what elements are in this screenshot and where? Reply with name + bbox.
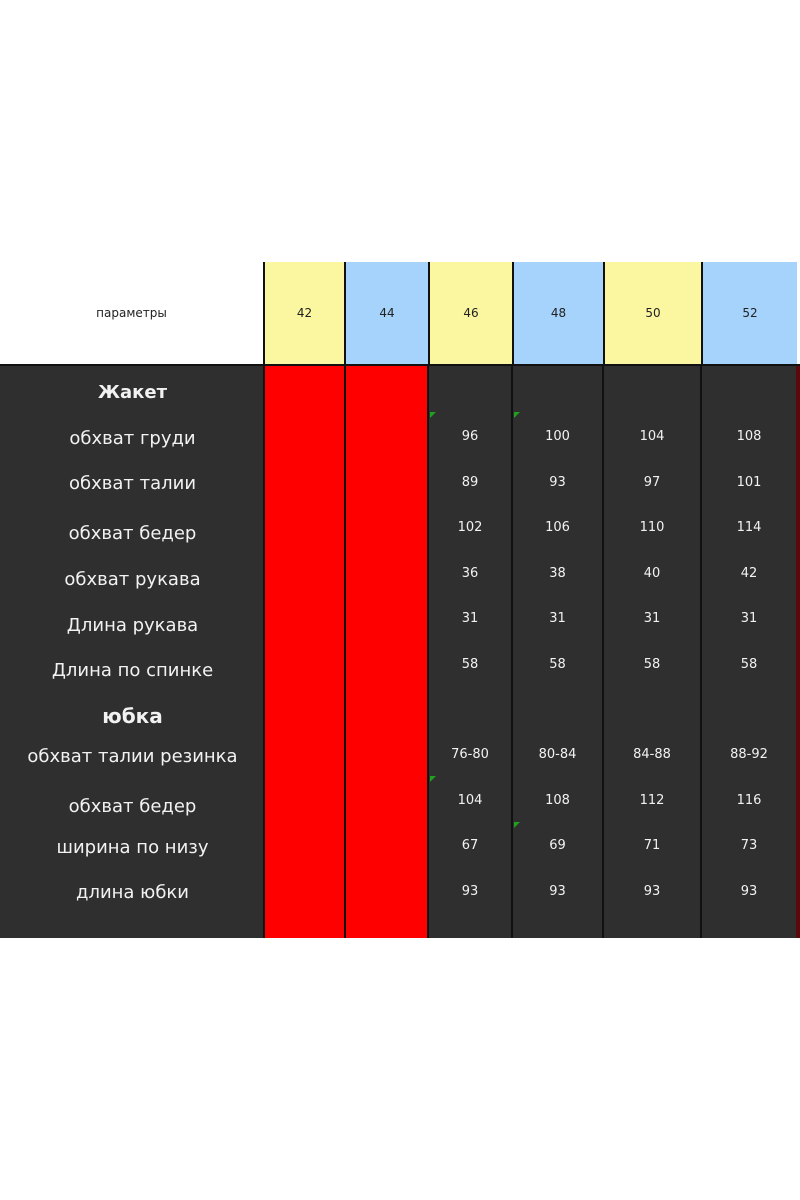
table-cell: 112 [639,793,665,808]
section-label-skirt: юбка [102,704,163,728]
table-cell: 42 [740,566,758,581]
comment-marker-icon [514,822,520,828]
table-cell: 69 [549,838,566,853]
row-label: обхват талии резинка [27,746,238,767]
table-cell: 76-80 [451,747,489,762]
size-42-unavailable-column [263,366,344,938]
table-cell: 96 [461,429,479,444]
header-size-52: 52 [701,262,797,364]
column-divider [511,366,513,938]
table-cell: 114 [736,520,762,535]
header-size-48: 48 [512,262,603,364]
table-cell: 88-92 [730,747,768,762]
size-44-unavailable-column [344,366,428,938]
size-chart-table: параметры 42 44 46 48 50 52 Жакет обхват… [0,262,800,938]
table-body: Жакет обхват груди обхват талии обхват б… [0,364,800,938]
table-cell: 100 [545,429,570,444]
table-cell: 104 [457,793,483,808]
row-label: обхват бедер [68,523,197,544]
table-cell: 38 [549,566,566,581]
table-cell: 93 [461,884,479,899]
row-label: обхват талии [68,473,197,494]
table-cell: 31 [461,611,479,626]
header-size-50: 50 [603,262,701,364]
table-cell: 58 [461,657,479,672]
table-cell: 93 [643,884,661,899]
row-label: Длина рукава [66,615,199,636]
header-size-42: 42 [263,262,344,364]
header-size-44: 44 [344,262,428,364]
comment-marker-icon [514,412,520,418]
comment-marker-icon [430,776,436,782]
table-cell: 40 [643,566,661,581]
table-cell: 106 [545,520,570,535]
table-cell: 89 [461,475,479,490]
header-size-46: 46 [428,262,512,364]
table-cell: 67 [461,838,479,853]
column-divider [700,366,702,938]
column-divider [602,366,604,938]
table-cell: 108 [545,793,570,808]
table-cell: 101 [736,475,762,490]
table-cell: 31 [643,611,661,626]
column-divider [427,366,429,938]
row-label: длина юбки [76,882,189,903]
comment-marker-icon [430,412,436,418]
row-label: ширина по низу [56,837,209,858]
row-label: Длина по спинке [51,660,214,681]
table-cell: 102 [457,520,483,535]
table-cell: 93 [740,884,758,899]
row-label: обхват груди [69,428,196,449]
table-cell: 73 [740,838,758,853]
table-cell: 71 [643,838,661,853]
row-label: обхват рукава [64,569,201,590]
table-cell: 84-88 [633,747,671,762]
table-cell: 108 [736,429,762,444]
table-cell: 31 [740,611,758,626]
header-parameters-label: параметры [0,262,263,364]
table-cell: 80-84 [538,747,577,762]
table-cell: 104 [639,429,665,444]
table-cell: 58 [740,657,758,672]
table-cell: 93 [549,884,566,899]
table-right-edge [796,366,800,938]
table-cell: 97 [643,475,661,490]
table-cell: 58 [549,657,566,672]
table-cell: 116 [736,793,762,808]
table-cell: 36 [461,566,479,581]
section-label-jacket: Жакет [97,382,168,403]
table-cell: 58 [643,657,661,672]
table-cell: 110 [639,520,665,535]
table-cell: 93 [549,475,566,490]
table-cell: 31 [549,611,566,626]
row-label: обхват бедер [68,796,197,817]
